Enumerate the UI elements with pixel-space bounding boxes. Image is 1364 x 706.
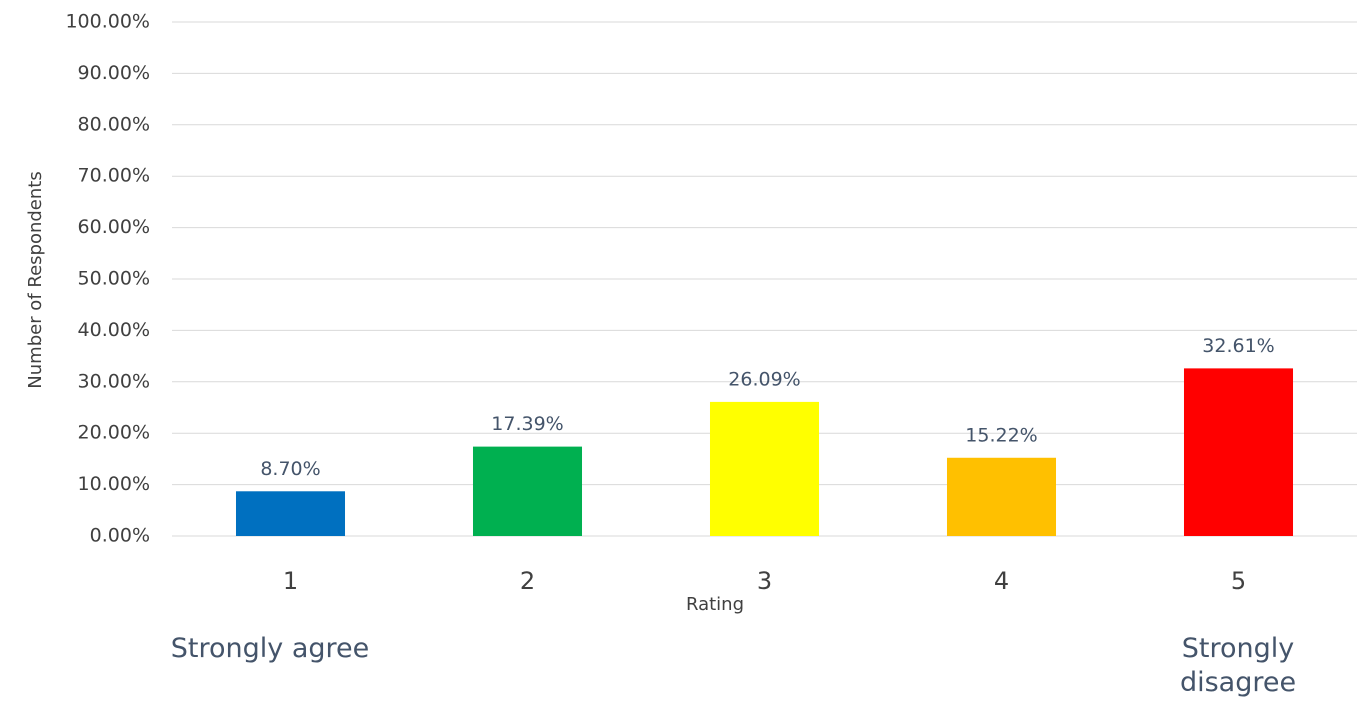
y-tick-label: 50.00% <box>78 268 150 290</box>
bar <box>946 457 1057 536</box>
x-tick-label: 2 <box>520 567 535 595</box>
y-tick-label: 90.00% <box>78 62 150 84</box>
data-label: 15.22% <box>965 424 1037 446</box>
annotation: Strongly disagree <box>1179 633 1297 698</box>
x-axis-label: Rating <box>686 594 744 615</box>
y-tick-label: 80.00% <box>78 113 150 135</box>
y-tick-label: 30.00% <box>78 370 150 392</box>
x-tick-label: 4 <box>994 567 1009 595</box>
y-axis-label: Number of Respondents <box>25 171 46 388</box>
bar <box>235 491 346 536</box>
y-tick-label: 70.00% <box>78 165 150 187</box>
bar <box>472 446 583 536</box>
x-tick-label: 1 <box>283 567 298 595</box>
bar <box>709 401 820 536</box>
y-tick-label: 20.00% <box>78 422 150 444</box>
data-label: 17.39% <box>491 413 563 435</box>
y-tick-label: 40.00% <box>78 319 150 341</box>
y-tick-label: 10.00% <box>78 473 150 495</box>
x-tick-label: 3 <box>757 567 772 595</box>
x-tick-label: 5 <box>1231 567 1246 595</box>
y-tick-label: 100.00% <box>65 11 150 33</box>
bar <box>1183 368 1294 536</box>
annotation: Strongly agree <box>170 633 370 664</box>
y-tick-label: 60.00% <box>78 216 150 238</box>
data-label: 26.09% <box>728 368 800 390</box>
data-label: 8.70% <box>260 458 320 480</box>
data-label: 32.61% <box>1202 335 1274 357</box>
y-tick-label: 0.00% <box>90 525 150 547</box>
